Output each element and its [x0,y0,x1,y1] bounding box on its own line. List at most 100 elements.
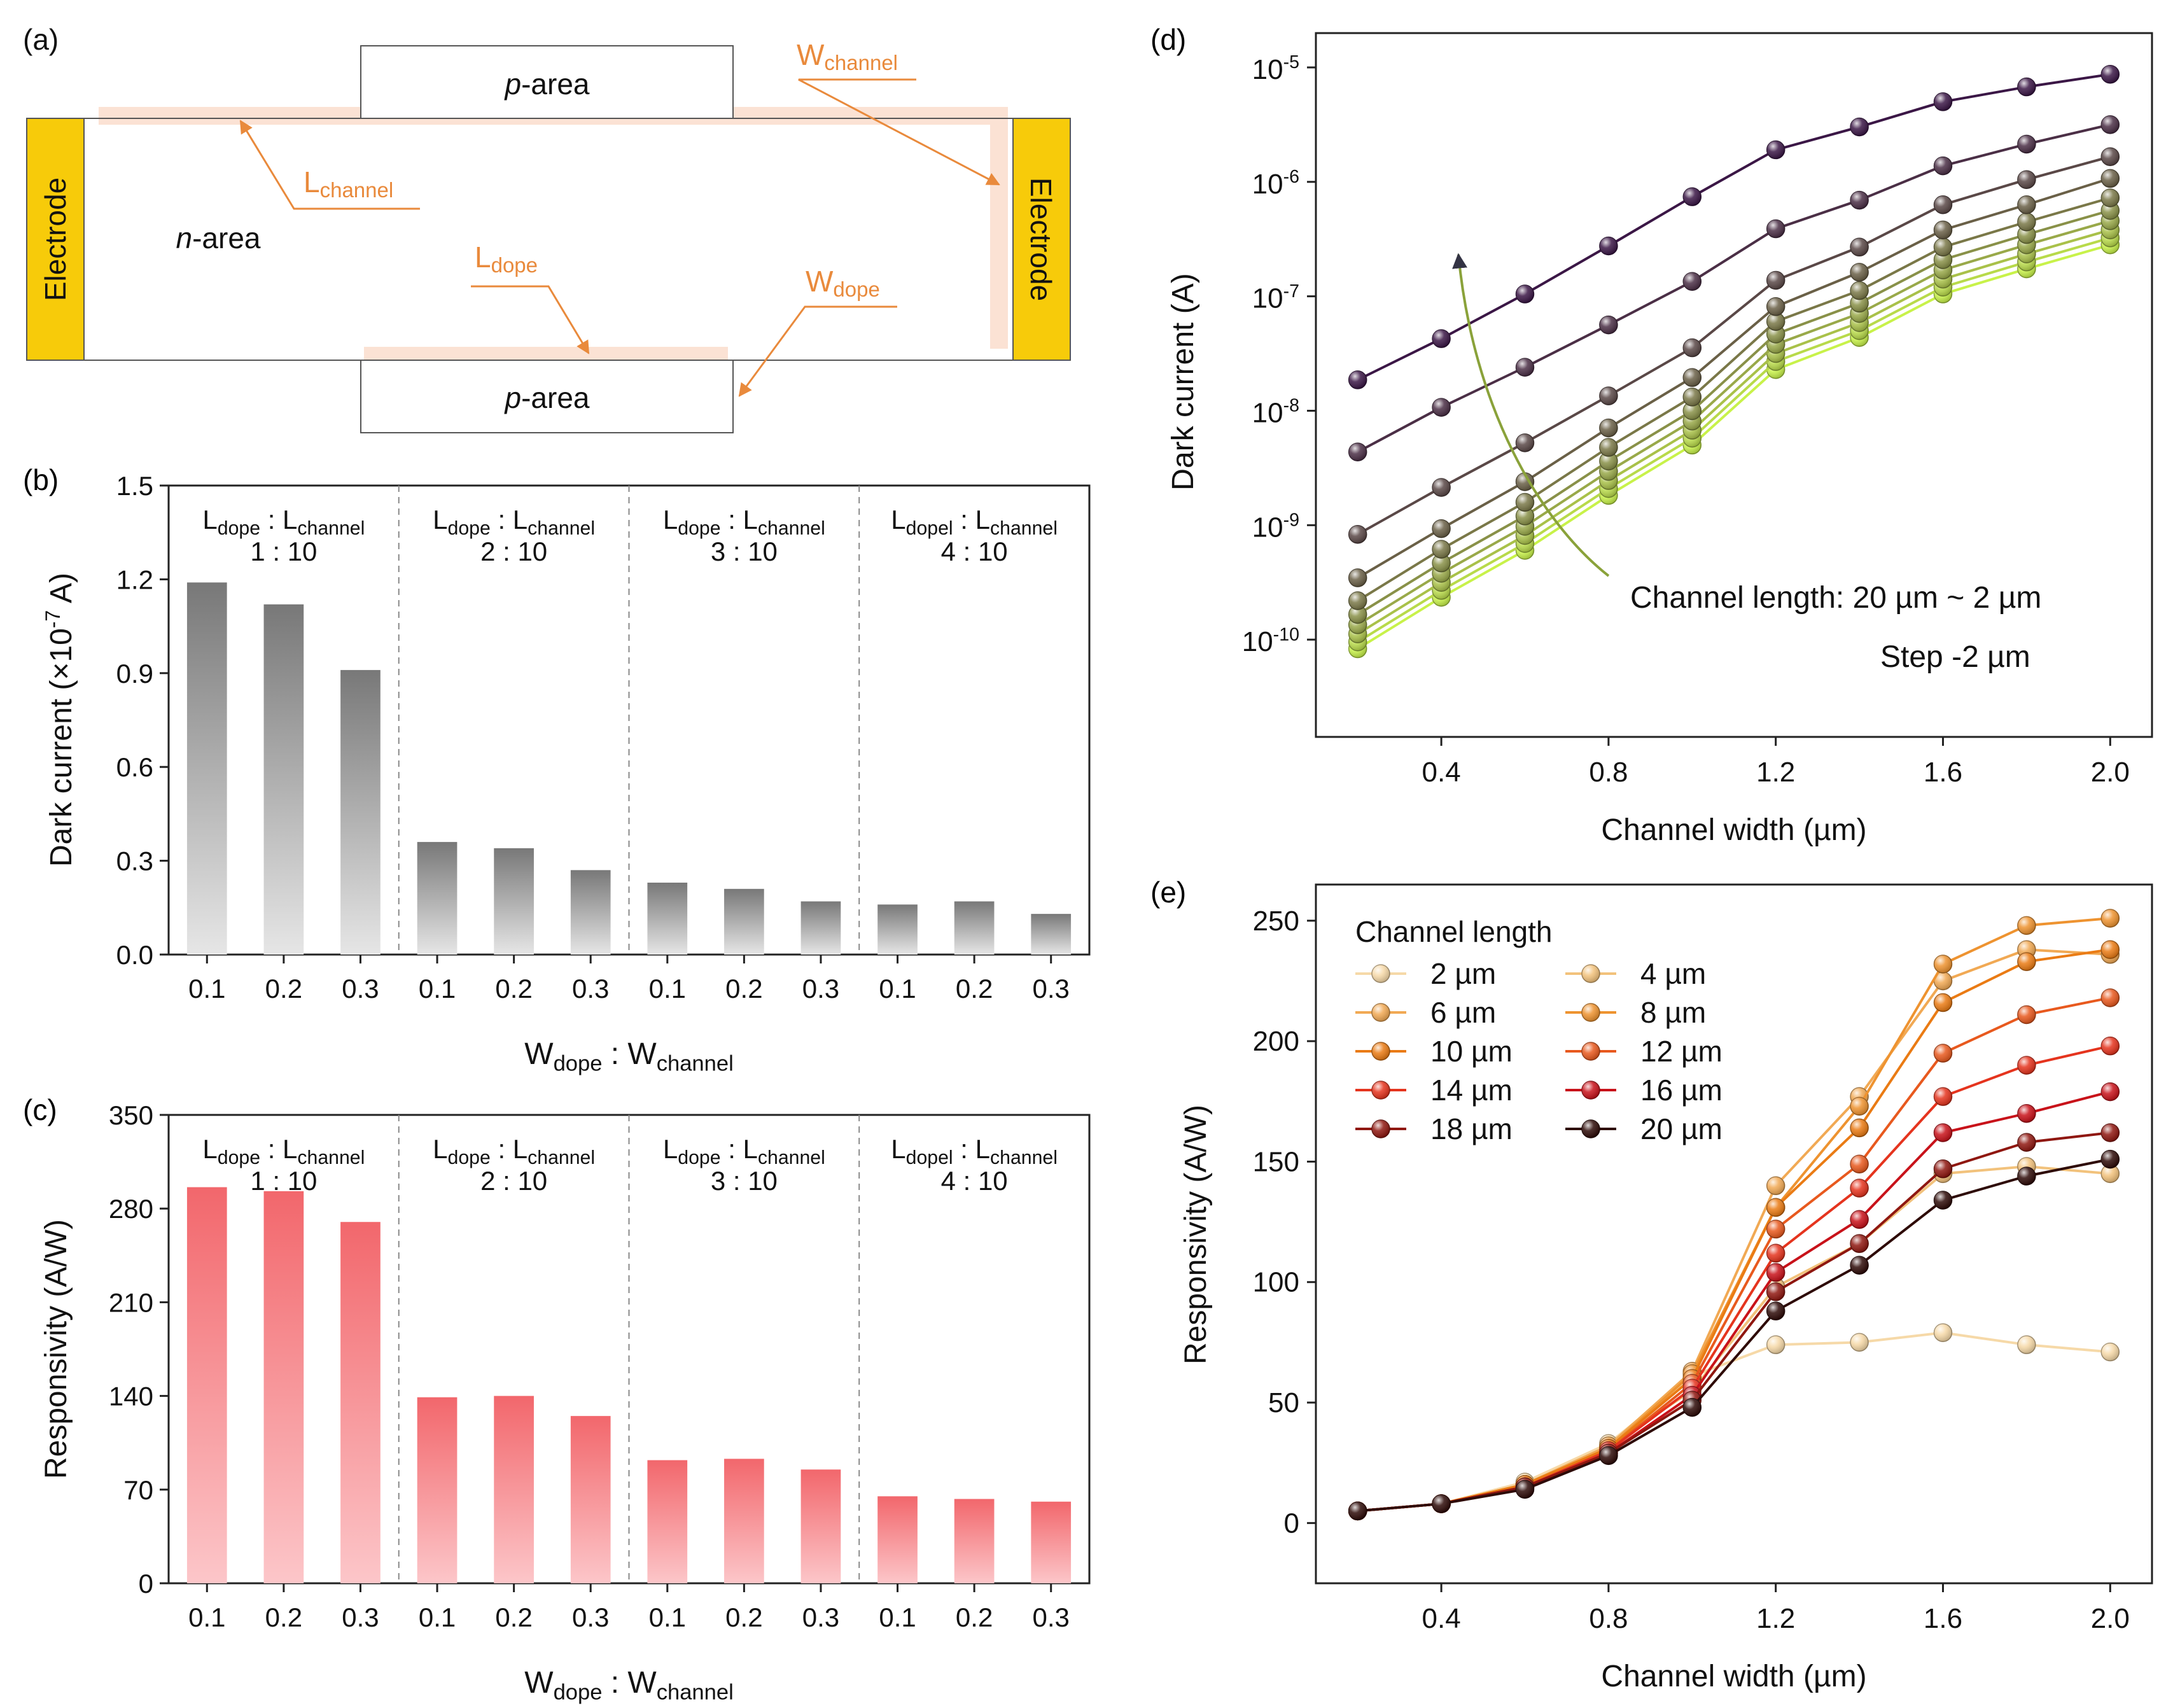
legend-label: 18 µm [1430,1112,1513,1145]
x-tick-label: 0.8 [1589,1603,1628,1634]
series-2m [1348,1323,2120,1521]
data-point-shine [1934,1324,1952,1342]
bar [1031,1501,1072,1583]
data-point-shine [1599,316,1618,334]
bar [340,669,381,955]
x-tick-label: 0.3 [1033,1602,1070,1632]
bar [724,1459,764,1583]
series-16m [1348,220,2120,643]
series-line [1357,1165,2111,1513]
series-line [1357,123,2111,453]
series-line [1357,228,2111,635]
data-point-shine [1934,238,1952,256]
bar [494,848,534,955]
y-tick-label: 100 [1253,1267,1299,1298]
x-tick-label: 0.4 [1422,1603,1461,1634]
p-area-top-label: p-area [504,67,590,101]
data-point-shine [1516,1480,1534,1499]
data-point-shine [1432,554,1451,572]
legend-label: 14 µm [1430,1074,1513,1107]
legend-label: 4 µm [1640,957,1706,990]
legend-label: 20 µm [1640,1112,1722,1145]
series-line [1357,1158,2111,1513]
y-tick-label: 10-7 [1252,281,1299,314]
legend-label: 6 µm [1430,996,1496,1029]
series-4m [1348,1157,2120,1521]
legend-label: 10 µm [1430,1035,1513,1068]
data-point-shine [2101,909,2120,928]
electrode-right-label: Electrode [1024,178,1058,301]
data-point-shine [1582,1120,1600,1138]
x-tick-label: 0.3 [572,1602,609,1632]
legend-item: 16 µm [1565,1074,1722,1107]
bar [263,604,304,955]
data-point-shine [1348,569,1367,587]
y-tick-label: 350 [109,1100,153,1130]
series-2m [1348,64,2120,389]
y-axis-label: Dark current (×10-7 A) [41,573,78,867]
electrode-left-label: Electrode [39,178,72,301]
y-axis-label: Responsivity (A/W) [1179,1105,1213,1364]
data-point-shine [1766,297,1785,316]
data-point-shine [1850,263,1869,281]
annotation-step: Step -2 µm [1880,640,2030,674]
x-tick-label: 0.2 [265,974,302,1004]
bar [494,1396,534,1583]
data-point-shine [1432,1495,1451,1513]
data-point-shine [2017,1167,2036,1186]
data-point-shine [1372,1004,1390,1021]
data-point-shine [1372,1120,1390,1138]
legend-label: 2 µm [1430,957,1496,990]
data-point-shine [2101,1150,2120,1168]
series-line [1357,243,2111,650]
x-tick-label: 0.1 [188,974,225,1004]
data-point-shine [1850,1179,1869,1198]
series-line [1357,209,2111,616]
group-ratio-label: Ldope : Lchannel [663,1134,825,1168]
legend: Channel length 2 µm 4 µm 6 µm 8 µm 10 µm 12 µm… [1355,915,1722,1145]
legend-item: 14 µm [1355,1074,1513,1107]
data-point-shine [1432,330,1451,348]
panel-a-schematic: (a) Electrode Electrode p-area p-area n-… [23,23,1071,433]
panel-d-dark-current-lines: (d) 0.4 0.8 1.2 1.6 2.0 10-10 10-9 10-8 10-7 10-6… [1150,23,2153,847]
l-channel-label: Lchannel [304,165,393,202]
data-point-shine [1766,1263,1785,1282]
data-point-shine [1372,1081,1390,1099]
p-area-top [360,45,734,119]
data-point-shine [2017,1336,2036,1354]
data-point-shine [2101,1037,2120,1055]
x-tick-label: 0.1 [419,1602,456,1632]
y-tick-label: 140 [109,1382,153,1411]
data-point-shine [1850,191,1869,209]
data-point-shine [1348,605,1367,624]
data-point-shine [1934,1123,1952,1142]
bar [800,901,841,955]
data-point-shine [1934,195,1952,214]
bar [186,582,227,955]
l-channel-arrow [239,120,420,210]
panel-e-label: (e) [1150,876,1186,909]
group-ratio-label: Ldope : Lchannel [433,1134,595,1168]
group-ratio-label: Ldope : Lchannel [433,505,595,539]
data-point-shine [1599,452,1618,470]
x-tick-label: 0.3 [342,974,379,1004]
series-line [1357,948,2111,1513]
group-ratio-value: 3 : 10 [711,1166,778,1196]
l-dope-arrow [471,285,590,354]
x-axis-label: Wdope : Wchannel [524,1666,734,1705]
data-point-shine [1348,1502,1367,1520]
bar [263,1191,304,1583]
x-tick-label: 2.0 [2091,1603,2130,1634]
y-tick-label: 50 [1268,1387,1299,1418]
x-tick-label: 0.3 [1033,974,1070,1004]
y-axis-label: Responsivity (A/W) [39,1219,73,1479]
legend-title: Channel length [1355,915,1552,948]
electrode-right [1012,118,1071,361]
data-point-shine [1516,493,1534,512]
legend-item: 2 µm [1355,957,1496,990]
x-axis-label: Channel width (µm) [1601,1660,1866,1693]
w-channel-label: Wchannel [797,38,898,74]
y-tick-label: 200 [1253,1026,1299,1057]
data-point-shine [2017,953,2036,971]
